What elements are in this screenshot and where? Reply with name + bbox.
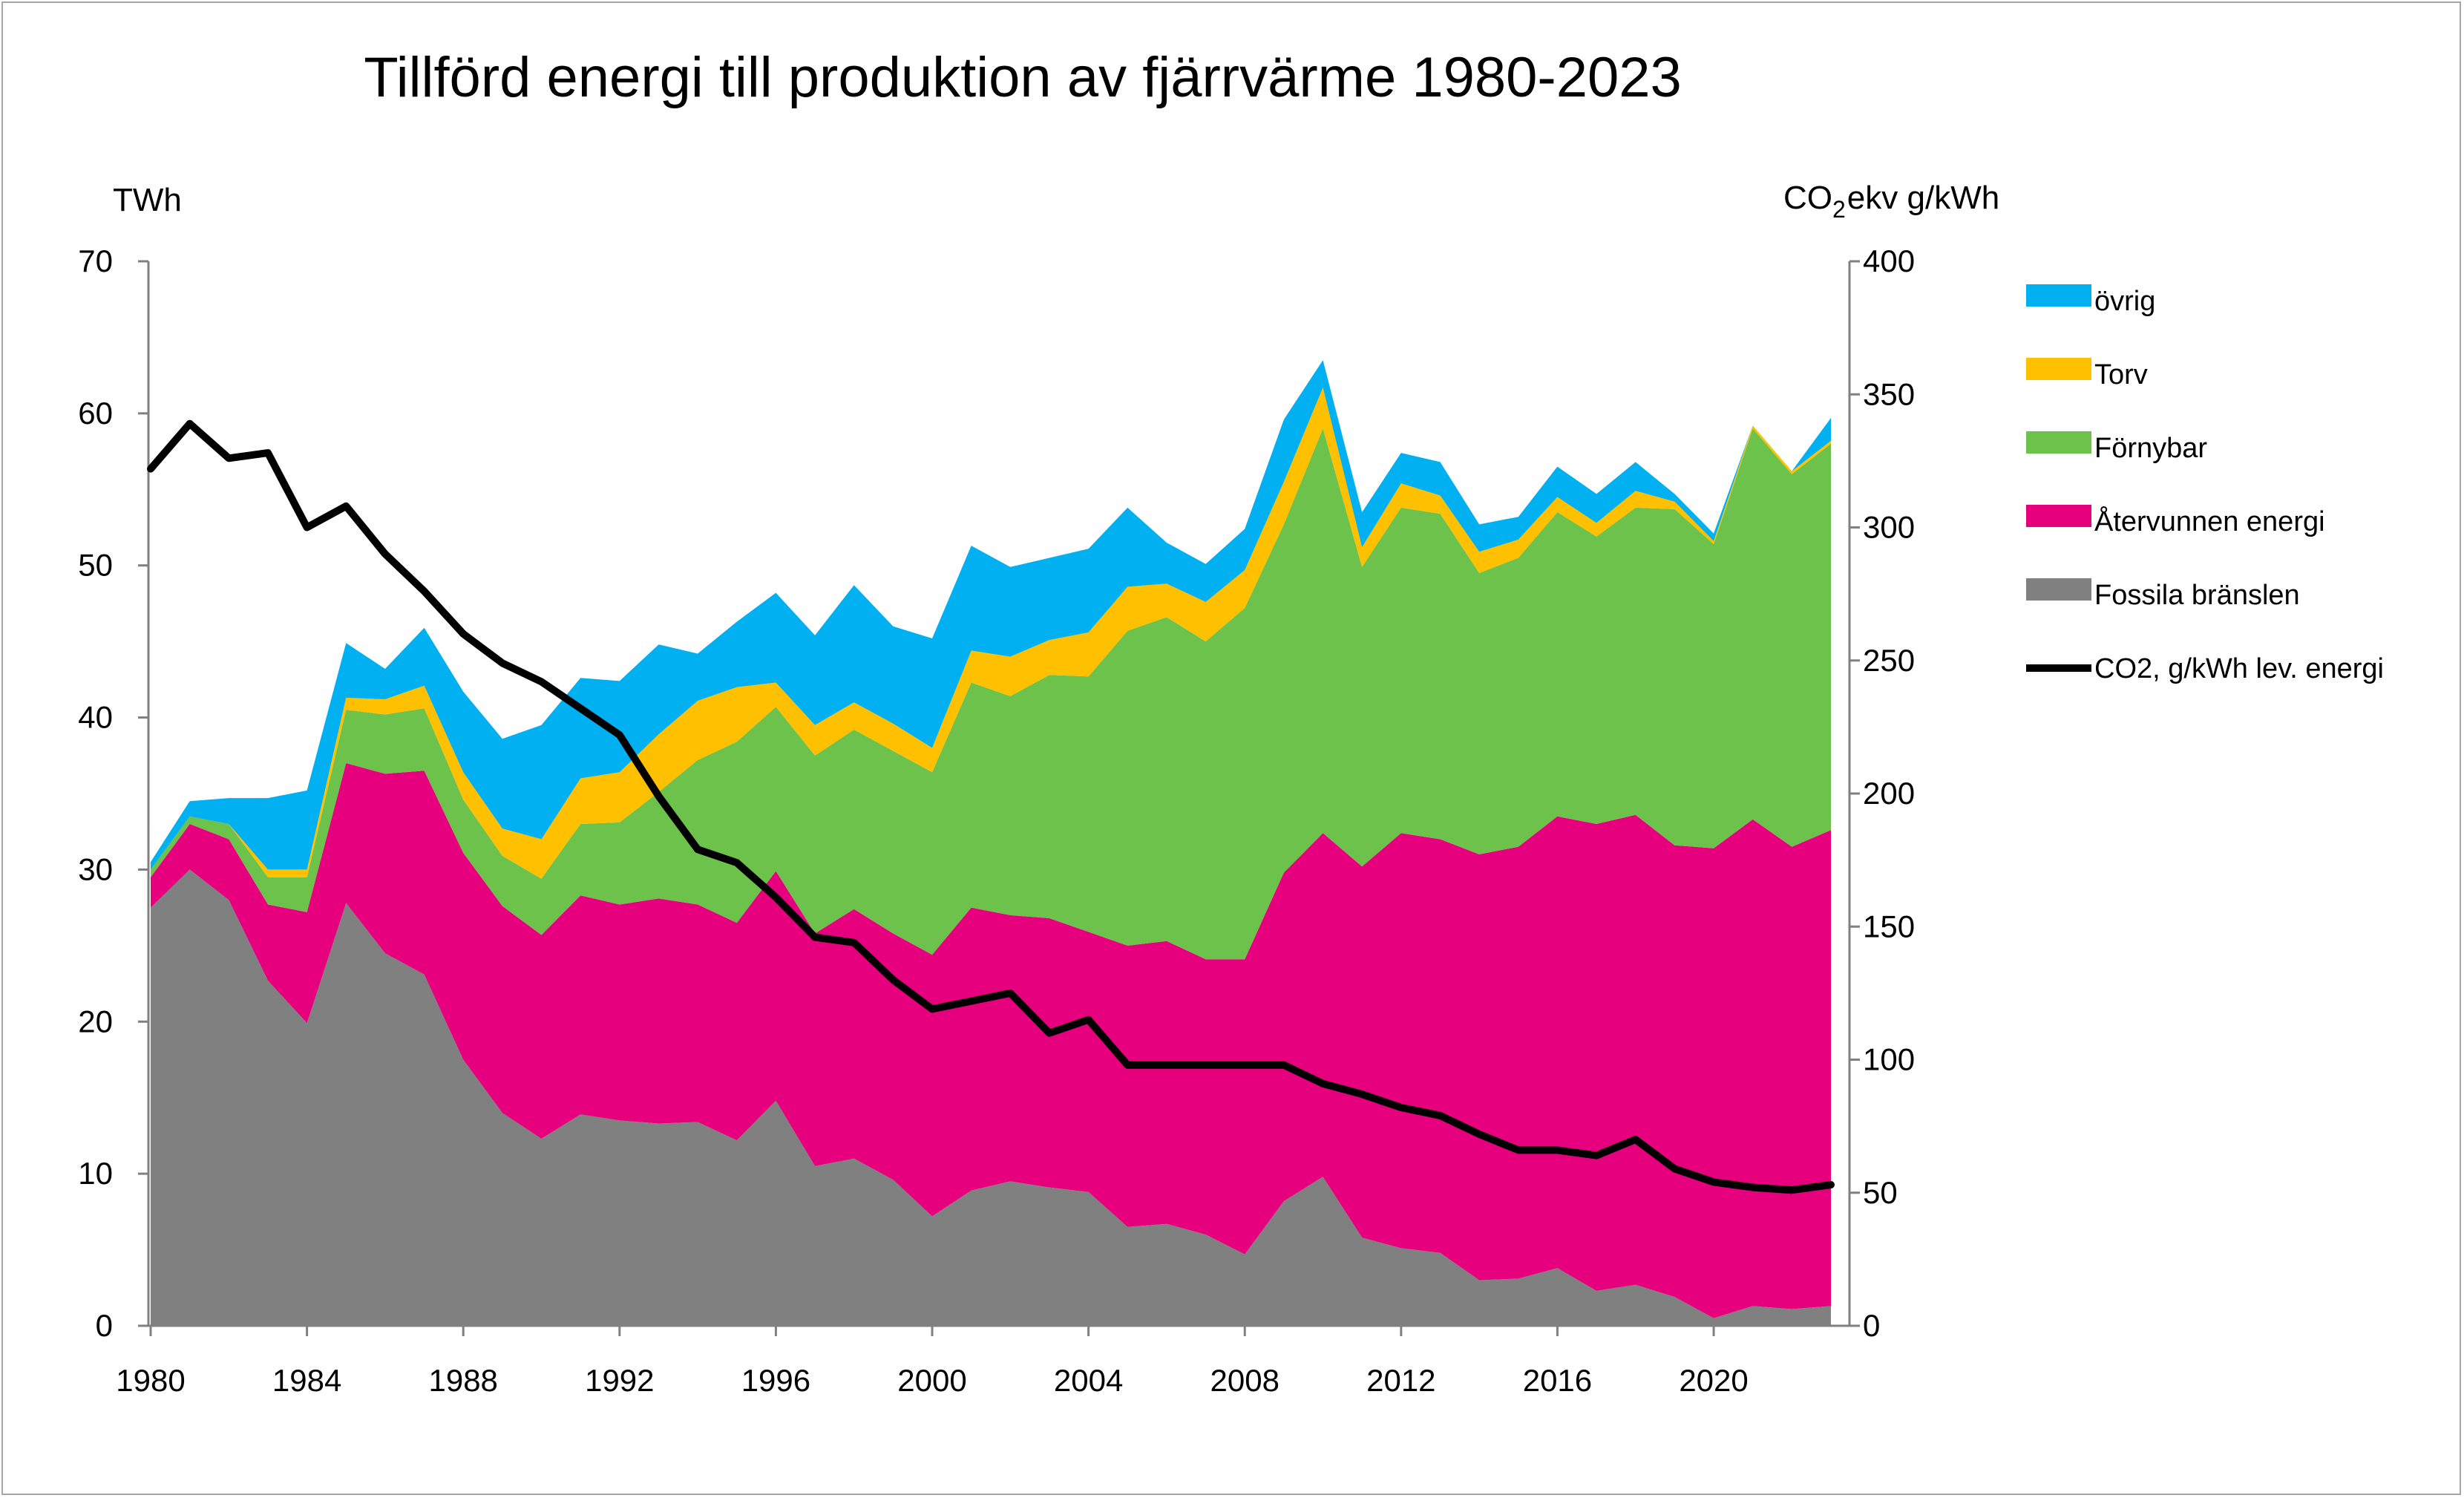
right-tick-label: 50	[1863, 1175, 1898, 1210]
area-återvunnen-energi	[151, 763, 1831, 1318]
left-tick-label: 0	[96, 1308, 113, 1343]
legend-label: CO2, g/kWh lev. energi	[2094, 653, 2384, 684]
axes: 0 10 20 30 40 50 60 70 0 50 100 150 200 250 300 350 400 1…	[78, 243, 1915, 1398]
legend-swatch	[2026, 284, 2091, 307]
left-tick-label: 50	[78, 548, 113, 583]
area-övrig	[151, 360, 1831, 870]
x-tick-label: 2000	[897, 1363, 966, 1398]
legend-label: Fossila bränslen	[2094, 580, 2300, 611]
right-axis-label: CO2ekv g/kWh	[1783, 180, 1999, 223]
right-tick-label: 300	[1863, 510, 1915, 545]
area-förnybar	[151, 428, 1831, 960]
x-tick-label: 1996	[741, 1363, 810, 1398]
left-tick-label: 60	[78, 396, 113, 431]
x-tick-label: 2016	[1523, 1363, 1592, 1398]
legend-label: Torv	[2094, 359, 2148, 390]
left-tick-label: 20	[78, 1004, 113, 1039]
left-tick-label: 10	[78, 1156, 113, 1191]
x-tick-label: 1988	[428, 1363, 497, 1398]
x-tick-label: 2020	[1679, 1363, 1748, 1398]
legend-label: övrig	[2094, 286, 2155, 317]
right-tick-label: 400	[1863, 243, 1915, 278]
right-tick-label: 350	[1863, 376, 1915, 411]
area-layers	[151, 360, 1831, 1326]
x-tick-label: 2012	[1366, 1363, 1435, 1398]
legend-label: Förnybar	[2094, 433, 2207, 464]
left-tick-label: 70	[78, 243, 113, 278]
right-tick-label: 250	[1863, 643, 1915, 678]
co2-line-layer	[147, 419, 1835, 1194]
right-tick-label: 200	[1863, 776, 1915, 811]
x-tick-label: 2004	[1054, 1363, 1123, 1398]
x-tick-label: 1980	[116, 1363, 185, 1398]
area-fossila-bränslen	[151, 869, 1831, 1326]
legend-swatch	[2026, 578, 2091, 601]
legend: övrig Torv Förnybar Återvunnen energi Fossil…	[2026, 284, 2384, 684]
right-tick-label: 100	[1863, 1042, 1915, 1077]
legend-swatch	[2026, 505, 2091, 527]
x-tick-label: 2008	[1210, 1363, 1279, 1398]
right-tick-label: 0	[1863, 1308, 1880, 1343]
left-axis-label: TWh	[113, 182, 182, 218]
legend-label: Återvunnen energi	[2094, 505, 2325, 537]
left-tick-label: 40	[78, 700, 113, 735]
chart-title: Tillförd energi till produktion av fjärr…	[364, 46, 1682, 109]
legend-swatch	[2026, 431, 2091, 454]
co2-line	[147, 419, 1835, 1194]
x-tick-label: 1984	[272, 1363, 341, 1398]
x-tick-label: 1992	[585, 1363, 654, 1398]
legend-swatch	[2026, 358, 2091, 380]
left-tick-label: 30	[78, 851, 113, 886]
right-tick-label: 150	[1863, 909, 1915, 943]
